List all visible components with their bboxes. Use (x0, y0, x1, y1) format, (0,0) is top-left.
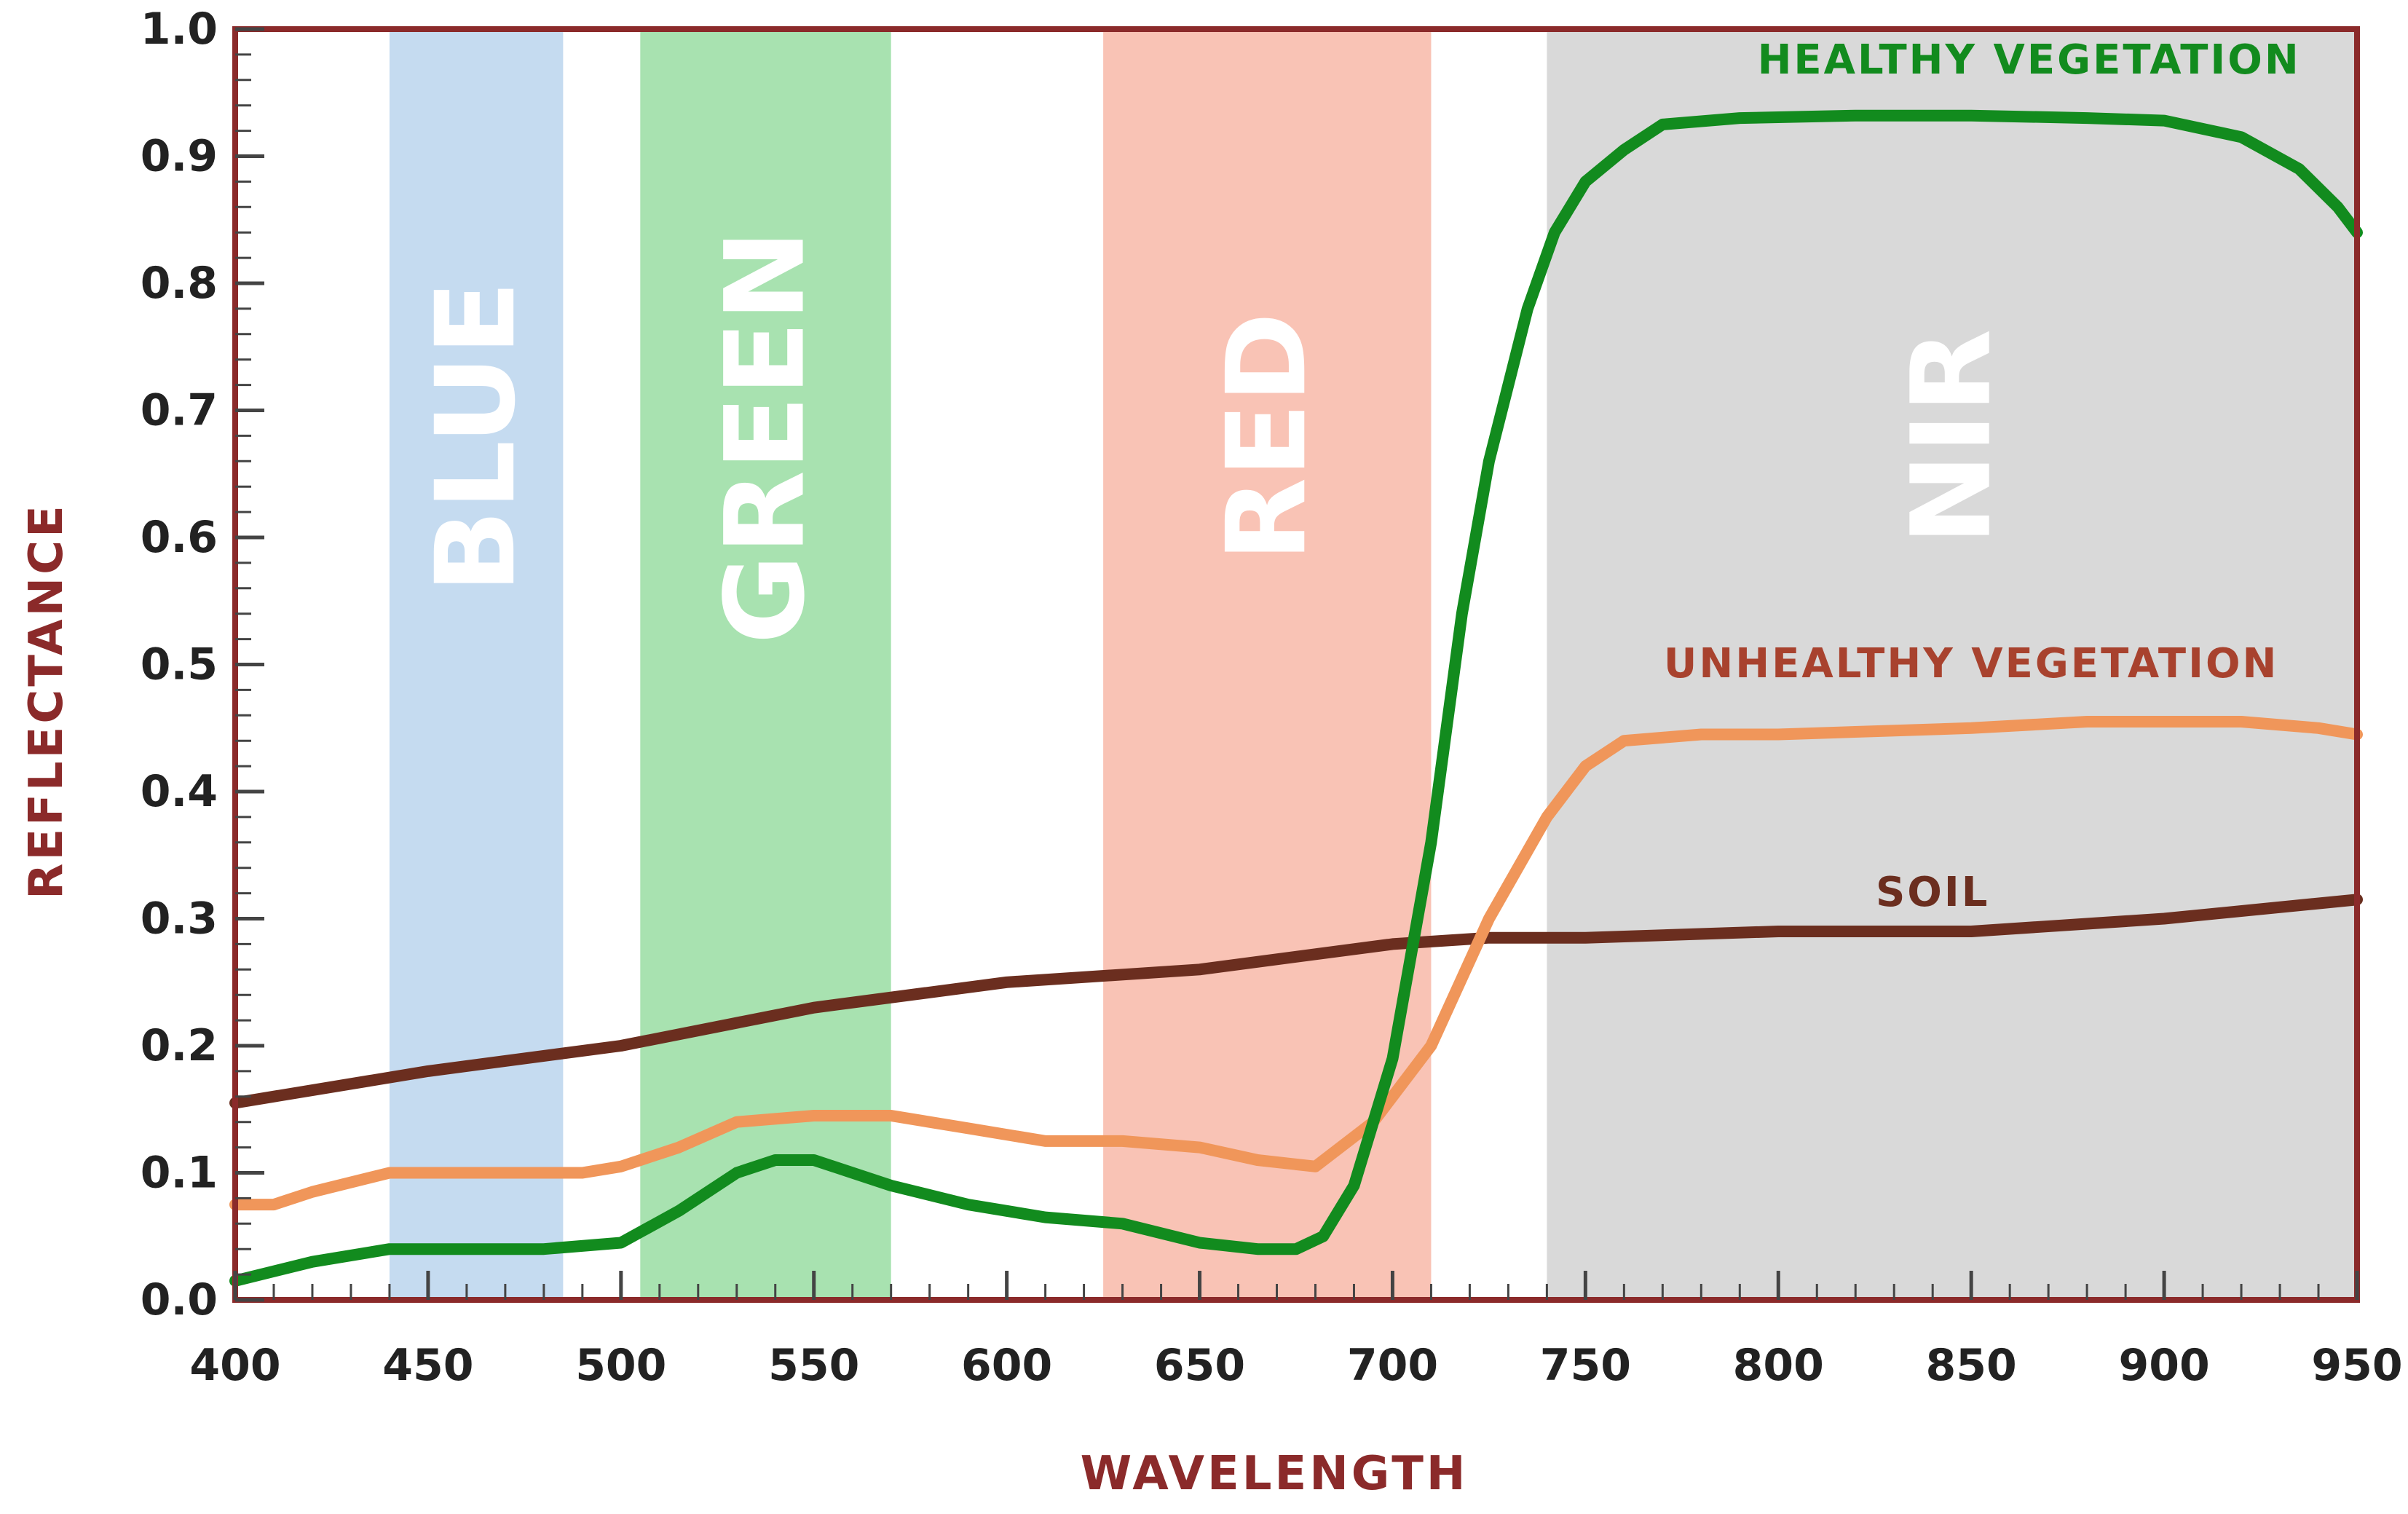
x-tick-label: 500 (575, 1340, 666, 1391)
y-tick-label: 0.3 (141, 894, 218, 945)
x-tick-label: 950 (2311, 1340, 2402, 1391)
series-line-soil (229, 894, 2363, 1109)
x-tick-label: 800 (1733, 1340, 1824, 1391)
y-tick-label: 0.5 (141, 639, 218, 690)
y-tick-label: 0.1 (141, 1148, 218, 1199)
x-tick-label: 850 (1926, 1340, 2017, 1391)
band-label-blue: BLUE (413, 281, 540, 594)
y-tick-label: 0.8 (141, 258, 218, 309)
series-label-healthy-vegetation: HEALTHY VEGETATION (1758, 36, 2301, 84)
spectral-bands: BLUE GREEN RED NIR (389, 29, 2357, 1300)
series-label-soil: SOIL (1876, 869, 1989, 916)
x-axis-title: WAVELENGTH (1081, 1447, 1469, 1501)
band-green (640, 29, 891, 1300)
band-label-red: RED (1204, 312, 1330, 561)
annotations: HEALTHY VEGETATION UNHEALTHY VEGETATION SO… (1664, 36, 2301, 916)
x-tick-label: 450 (382, 1340, 473, 1391)
y-tick-label: 0.7 (141, 385, 218, 436)
x-tick-label: 400 (189, 1340, 280, 1391)
series-line-unhealthy-vegetation (229, 716, 2363, 1211)
x-tick-label: 550 (768, 1340, 859, 1391)
x-tick-label: 750 (1540, 1340, 1631, 1391)
series-label-unhealthy-vegetation: UNHEALTHY VEGETATION (1664, 640, 2279, 687)
y-tick-label: 1.0 (141, 4, 218, 55)
x-tick-label: 600 (961, 1340, 1052, 1391)
band-label-green: GREEN (703, 229, 829, 644)
band-blue (389, 29, 564, 1300)
series-lines (229, 109, 2363, 1287)
x-tick-label: 650 (1154, 1340, 1245, 1391)
series-line-healthy-vegetation (229, 109, 2363, 1287)
y-tick-label: 0.0 (141, 1274, 218, 1325)
band-nir (1547, 29, 2357, 1300)
y-axis-title: REFLECTANCE (20, 502, 74, 899)
y-tick-label: 0.9 (141, 131, 218, 182)
band-red (1103, 29, 1432, 1300)
y-tick-label: 0.6 (141, 512, 218, 563)
x-tick-label: 700 (1347, 1340, 1438, 1391)
band-label-nir: NIR (1889, 329, 2016, 545)
y-tick-label: 0.2 (141, 1020, 218, 1071)
y-tick-label: 0.4 (141, 766, 218, 817)
x-tick-label: 900 (2118, 1340, 2209, 1391)
axes: 0.0 0.1 0.2 0.3 0.4 0.5 0.6 0.7 0.8 0.9 1.0 400 450 5… (141, 4, 2403, 1391)
